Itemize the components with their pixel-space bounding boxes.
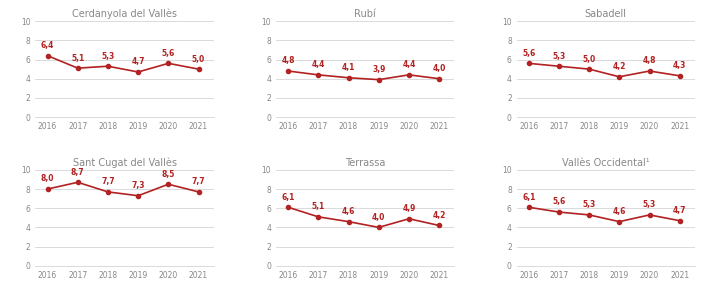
Text: 4,6: 4,6 <box>342 207 355 216</box>
Text: 6,1: 6,1 <box>281 193 295 202</box>
Text: 5,0: 5,0 <box>583 55 596 63</box>
Text: 4,3: 4,3 <box>673 61 686 70</box>
Title: Cerdanyola del Vallès: Cerdanyola del Vallès <box>72 8 177 19</box>
Text: 8,5: 8,5 <box>162 170 175 179</box>
Text: 5,1: 5,1 <box>312 202 325 211</box>
Text: 5,6: 5,6 <box>552 198 566 207</box>
Text: 5,3: 5,3 <box>643 200 656 209</box>
Text: 8,0: 8,0 <box>41 175 55 183</box>
Title: Terrassa: Terrassa <box>345 158 385 168</box>
Text: 4,6: 4,6 <box>613 207 626 216</box>
Text: 3,9: 3,9 <box>372 65 386 74</box>
Text: 4,2: 4,2 <box>613 62 626 71</box>
Text: 4,0: 4,0 <box>432 64 446 73</box>
Text: 4,7: 4,7 <box>673 206 686 215</box>
Text: 7,7: 7,7 <box>191 177 206 186</box>
Text: 5,3: 5,3 <box>101 52 115 61</box>
Text: 4,7: 4,7 <box>131 57 145 66</box>
Text: 4,4: 4,4 <box>402 60 415 69</box>
Text: 7,3: 7,3 <box>131 181 145 190</box>
Text: 5,3: 5,3 <box>552 52 566 61</box>
Text: 8,7: 8,7 <box>71 168 84 177</box>
Text: 5,6: 5,6 <box>162 49 175 58</box>
Title: Sabadell: Sabadell <box>585 9 627 19</box>
Text: 7,7: 7,7 <box>101 177 115 186</box>
Text: 4,8: 4,8 <box>281 56 295 66</box>
Text: 5,6: 5,6 <box>522 49 535 58</box>
Text: 5,1: 5,1 <box>71 53 84 63</box>
Title: Sant Cugat del Vallès: Sant Cugat del Vallès <box>72 157 177 168</box>
Title: Rubí: Rubí <box>354 9 376 19</box>
Text: 4,1: 4,1 <box>342 63 355 72</box>
Text: 4,0: 4,0 <box>372 213 386 222</box>
Text: 4,9: 4,9 <box>402 204 415 213</box>
Title: Vallès Occidental¹: Vallès Occidental¹ <box>562 158 649 168</box>
Text: 4,8: 4,8 <box>643 56 657 66</box>
Text: 6,4: 6,4 <box>41 41 54 50</box>
Text: 4,4: 4,4 <box>312 60 325 69</box>
Text: 6,1: 6,1 <box>522 193 535 202</box>
Text: 5,3: 5,3 <box>583 200 596 209</box>
Text: 4,2: 4,2 <box>432 211 446 220</box>
Text: 5,0: 5,0 <box>192 55 205 63</box>
